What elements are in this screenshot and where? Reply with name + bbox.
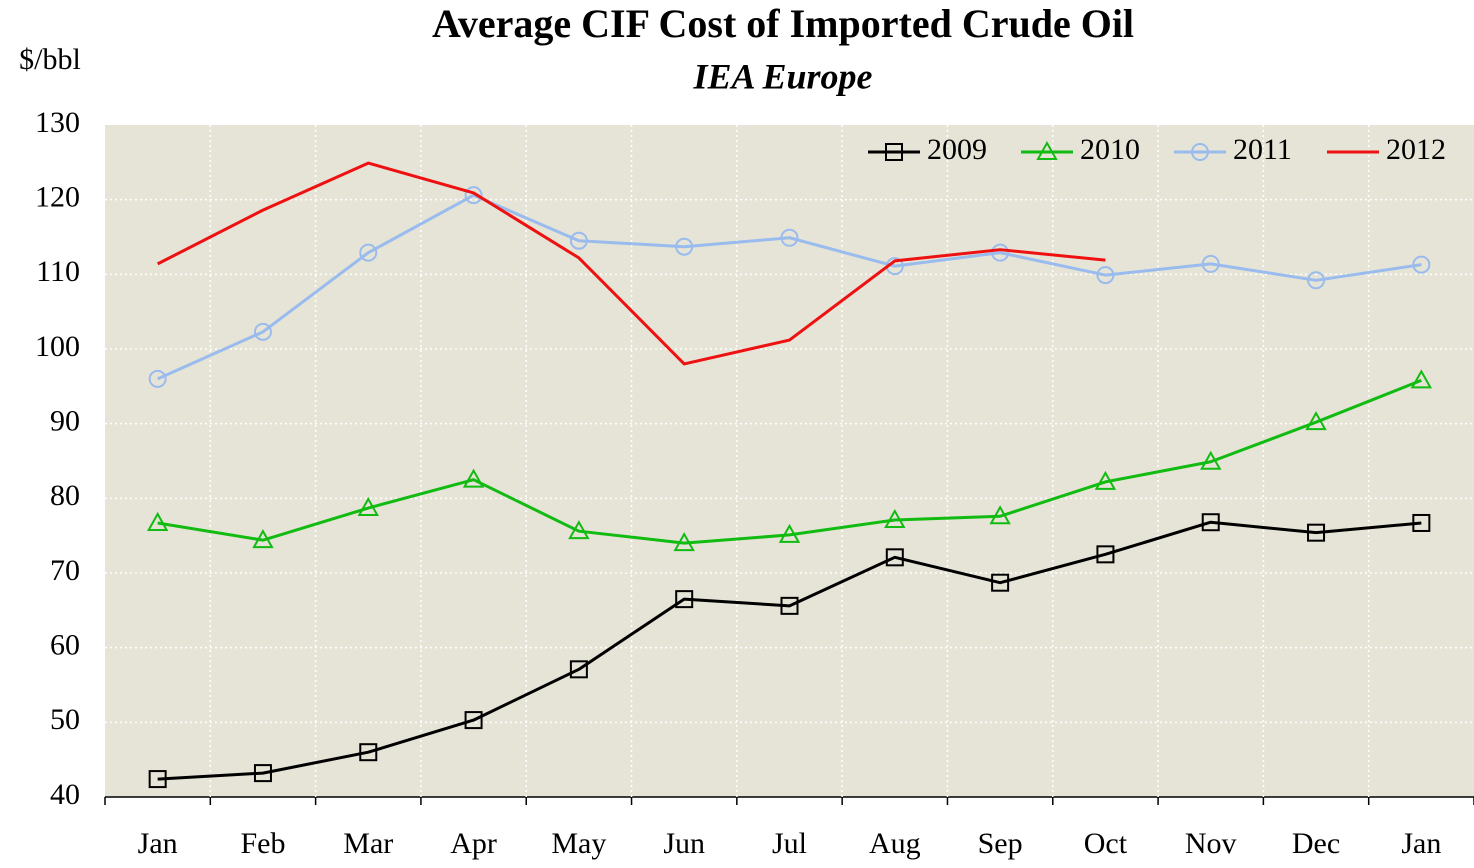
series-line	[156, 161, 1106, 366]
marker	[991, 243, 1010, 262]
x-tick-label: Mar	[343, 827, 393, 860]
marker	[1200, 450, 1222, 470]
marker	[359, 243, 378, 262]
legend-label: 2012	[1386, 133, 1446, 166]
marker	[1307, 523, 1326, 542]
x-tick-label: Jun	[663, 827, 705, 860]
marker	[253, 322, 272, 341]
y-tick-label: 120	[35, 181, 80, 214]
marker	[464, 711, 483, 730]
x-tick-label: Jan	[1401, 827, 1441, 860]
y-tick-label: 70	[50, 554, 80, 587]
series-line	[157, 520, 1422, 781]
x-tick-label: Oct	[1084, 827, 1128, 860]
marker	[357, 497, 379, 517]
y-tick-label: 80	[50, 479, 80, 512]
y-tick-label: 100	[35, 330, 80, 363]
marker	[884, 508, 906, 528]
legend-item: 2012	[1327, 133, 1446, 166]
y-tick-label: 40	[50, 778, 80, 811]
legend-label: 2010	[1080, 133, 1140, 166]
marker	[569, 231, 588, 250]
marker	[464, 186, 483, 205]
marker	[1191, 143, 1209, 161]
marker	[1094, 470, 1117, 490]
marker	[991, 573, 1010, 592]
marker	[1201, 254, 1220, 273]
marker	[675, 590, 694, 609]
marker	[1096, 266, 1115, 285]
marker	[780, 596, 799, 615]
marker	[885, 143, 903, 161]
x-tick-label: Jan	[138, 827, 178, 860]
chart-subtitle: IEA Europe	[692, 56, 872, 96]
marker	[1305, 411, 1327, 431]
marker	[780, 228, 799, 247]
marker	[778, 523, 801, 543]
series-line	[157, 378, 1422, 545]
plot-area	[105, 125, 1474, 797]
x-tick-label: Dec	[1292, 827, 1340, 860]
marker	[359, 743, 378, 762]
x-tick-label: Feb	[240, 827, 285, 860]
x-tick-label: Apr	[450, 827, 497, 860]
x-tick-label: May	[551, 827, 606, 860]
marker	[462, 468, 485, 488]
marker	[989, 505, 1011, 525]
legend-item: 2011	[1174, 133, 1292, 166]
legend-label: 2009	[927, 133, 987, 166]
marker	[1096, 545, 1115, 564]
marker	[568, 520, 590, 540]
marker	[1036, 140, 1058, 160]
marker	[1307, 271, 1326, 290]
x-tick-label: Aug	[869, 827, 921, 860]
marker	[885, 548, 904, 567]
marker	[148, 770, 167, 789]
marker	[569, 660, 588, 679]
marker	[253, 764, 272, 783]
legend-item: 2010	[1021, 133, 1140, 166]
series-line	[157, 193, 1422, 381]
y-tick-label: 130	[35, 106, 80, 139]
legend-label: 2011	[1233, 133, 1292, 166]
marker	[146, 511, 169, 531]
marker	[252, 529, 274, 549]
y-tick-label: 110	[36, 255, 80, 288]
x-tick-label: Jul	[772, 827, 807, 860]
x-tick-label: Sep	[978, 827, 1023, 860]
chart-title: Average CIF Cost of Imported Crude Oil	[432, 1, 1134, 46]
marker	[1412, 513, 1431, 532]
marker	[148, 369, 167, 388]
legend-item: 2009	[868, 133, 987, 166]
marker	[1201, 513, 1220, 532]
y-tick-label: 60	[50, 629, 80, 662]
marker	[1410, 369, 1433, 389]
y-axis-label: $/bbl	[19, 43, 81, 76]
y-tick-label: 90	[50, 405, 80, 438]
y-tick-label: 50	[50, 703, 80, 736]
x-tick-label: Nov	[1185, 827, 1237, 860]
marker	[1412, 255, 1431, 274]
marker	[675, 237, 694, 256]
marker	[673, 532, 695, 552]
